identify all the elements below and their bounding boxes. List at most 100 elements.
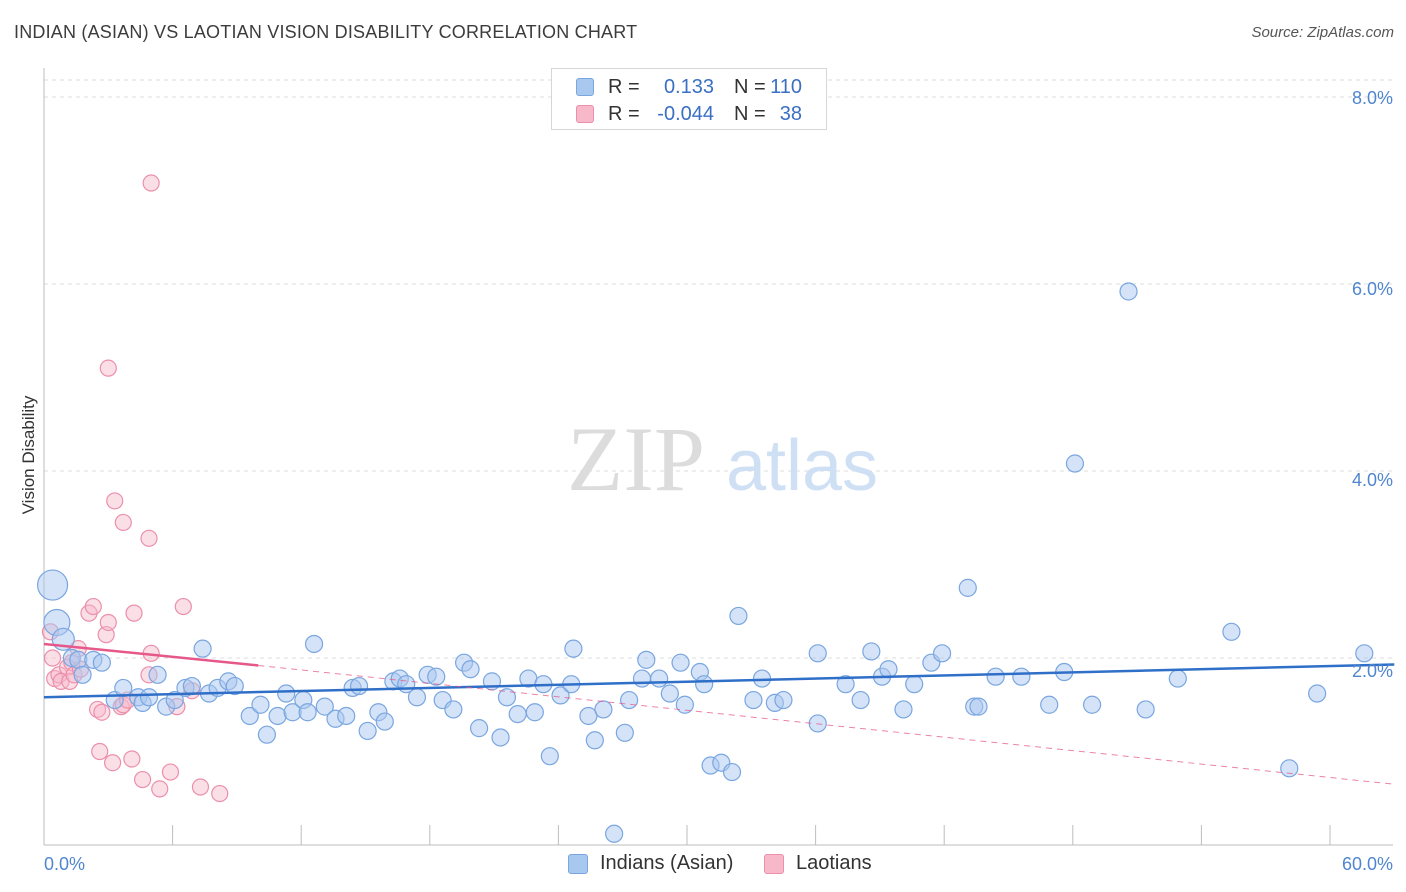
indians-asian-point bbox=[722, 762, 742, 782]
indians-asian-point bbox=[491, 728, 510, 747]
indians-asian-point bbox=[508, 704, 527, 724]
indians-asian-point bbox=[444, 700, 463, 719]
indians-asian-point bbox=[969, 697, 988, 716]
indians-asian-point bbox=[615, 723, 634, 742]
laotians-point bbox=[93, 703, 111, 721]
indians-asian-point bbox=[1119, 282, 1138, 301]
indians-asian-point bbox=[564, 639, 583, 658]
laotians-point bbox=[151, 780, 169, 798]
indians-asian-point bbox=[257, 725, 277, 744]
laotians-trend-line bbox=[43, 642, 259, 667]
indians-asian-point bbox=[660, 684, 679, 703]
legend-r-label: R = bbox=[608, 103, 640, 125]
indians-asian-point bbox=[551, 686, 570, 705]
indians-asian-point bbox=[461, 660, 480, 679]
indians-asian-point bbox=[358, 721, 377, 741]
laotians-point bbox=[174, 597, 192, 616]
legend-n-value: 38 bbox=[779, 103, 802, 125]
indians-asian-point bbox=[1082, 695, 1102, 714]
indians-asian-point bbox=[375, 712, 394, 731]
indians-asian-point bbox=[298, 703, 317, 722]
indians-asian-point bbox=[1065, 454, 1085, 473]
indians-asian-point bbox=[525, 703, 544, 722]
laotians-point bbox=[140, 529, 158, 547]
watermark: ZIP atlas bbox=[567, 408, 878, 510]
indians-asian-point bbox=[1040, 695, 1059, 714]
indians-asian-point bbox=[73, 665, 92, 684]
indians-asian-point bbox=[808, 714, 827, 733]
laotians-point bbox=[99, 359, 117, 377]
indians-asian-point bbox=[1012, 667, 1031, 686]
indians-asian-point bbox=[1308, 684, 1327, 703]
indians-asian-point bbox=[729, 606, 748, 626]
indians-asian-point bbox=[620, 690, 639, 710]
legend-swatch-blue bbox=[576, 78, 594, 96]
legend-row-laotians: R = -0.044 N = 38 bbox=[552, 101, 826, 127]
legend-label-indians-asian: Indians (Asian) bbox=[600, 852, 734, 874]
indians-asian-point bbox=[1280, 759, 1299, 778]
laotians-point bbox=[91, 742, 109, 761]
chart-title: INDIAN (ASIAN) VS LAOTIAN VISION DISABIL… bbox=[14, 22, 638, 42]
indians-asian-point bbox=[579, 706, 598, 726]
indians-asian-point bbox=[744, 690, 763, 710]
legend-n-label: N = bbox=[734, 103, 766, 125]
indians-asian-point bbox=[193, 639, 212, 658]
indians-asian-point bbox=[851, 690, 870, 710]
laotians-point bbox=[103, 754, 122, 772]
indians-asian-point bbox=[879, 660, 898, 679]
indians-asian-point bbox=[540, 747, 559, 766]
indians-asian-point bbox=[808, 644, 827, 663]
laotians-point bbox=[123, 750, 141, 768]
indians-asian-point bbox=[958, 578, 977, 597]
indians-asian-point bbox=[932, 644, 952, 663]
indians-asian-point bbox=[585, 731, 604, 750]
legend-n-value: 110 bbox=[770, 76, 802, 98]
laotians-point bbox=[99, 613, 117, 632]
legend-row-indians: R = 0.133 N = 110 bbox=[552, 74, 826, 100]
series-legend: Indians (Asian) Laotians bbox=[0, 851, 1406, 879]
y-tick-label-8: 8.0% bbox=[1352, 88, 1393, 108]
indians-asian-point bbox=[632, 669, 652, 688]
indians-asian-point bbox=[1136, 700, 1155, 719]
indians-asian-point bbox=[337, 706, 356, 726]
indians-asian-point bbox=[251, 695, 270, 714]
indians-asian-points bbox=[36, 282, 1374, 843]
laotians-point bbox=[161, 763, 180, 781]
indians-asian-point bbox=[165, 690, 184, 710]
indians-asian-point bbox=[277, 684, 296, 703]
watermark-zip: ZIP bbox=[567, 408, 705, 510]
indians-asian-point bbox=[225, 676, 244, 696]
watermark-atlas: atlas bbox=[726, 426, 878, 506]
indians-asian-point bbox=[148, 665, 167, 684]
indians-asian-point bbox=[92, 653, 111, 672]
indians-asian-point bbox=[304, 634, 324, 654]
y-tick-label-4: 4.0% bbox=[1352, 470, 1393, 490]
laotians-point bbox=[133, 770, 152, 789]
indians-asian-point bbox=[862, 642, 881, 661]
legend-label-laotians: Laotians bbox=[796, 852, 872, 874]
indians-asian-point bbox=[774, 690, 793, 710]
indians-asian-point bbox=[182, 676, 201, 696]
indians-asian-point bbox=[1222, 622, 1241, 641]
axes bbox=[43, 68, 1393, 846]
indians-asian-point bbox=[497, 688, 517, 707]
indians-asian-point bbox=[349, 676, 369, 696]
indians-asian-trend-line bbox=[43, 663, 1395, 699]
x-tick-label-max: 60.0% bbox=[1342, 854, 1393, 874]
indians-asian-point bbox=[427, 667, 446, 686]
legend-r-value: 0.133 bbox=[663, 76, 714, 98]
laotians-trend-line-extrapolated bbox=[258, 664, 1395, 785]
indians-asian-point bbox=[268, 706, 287, 726]
indians-asian-point bbox=[114, 678, 133, 698]
gridlines bbox=[44, 79, 1393, 659]
indians-asian-point bbox=[836, 675, 855, 694]
indians-asian-point bbox=[650, 669, 669, 688]
legend-swatch-pink bbox=[764, 854, 784, 874]
indians-asian-point bbox=[637, 650, 656, 669]
laotians-point bbox=[211, 784, 229, 803]
y-axis-label: Vision Disability bbox=[19, 395, 38, 514]
indians-asian-point bbox=[986, 667, 1005, 686]
legend-r-value: -0.044 bbox=[657, 103, 714, 125]
indians-asian-point bbox=[905, 675, 924, 694]
